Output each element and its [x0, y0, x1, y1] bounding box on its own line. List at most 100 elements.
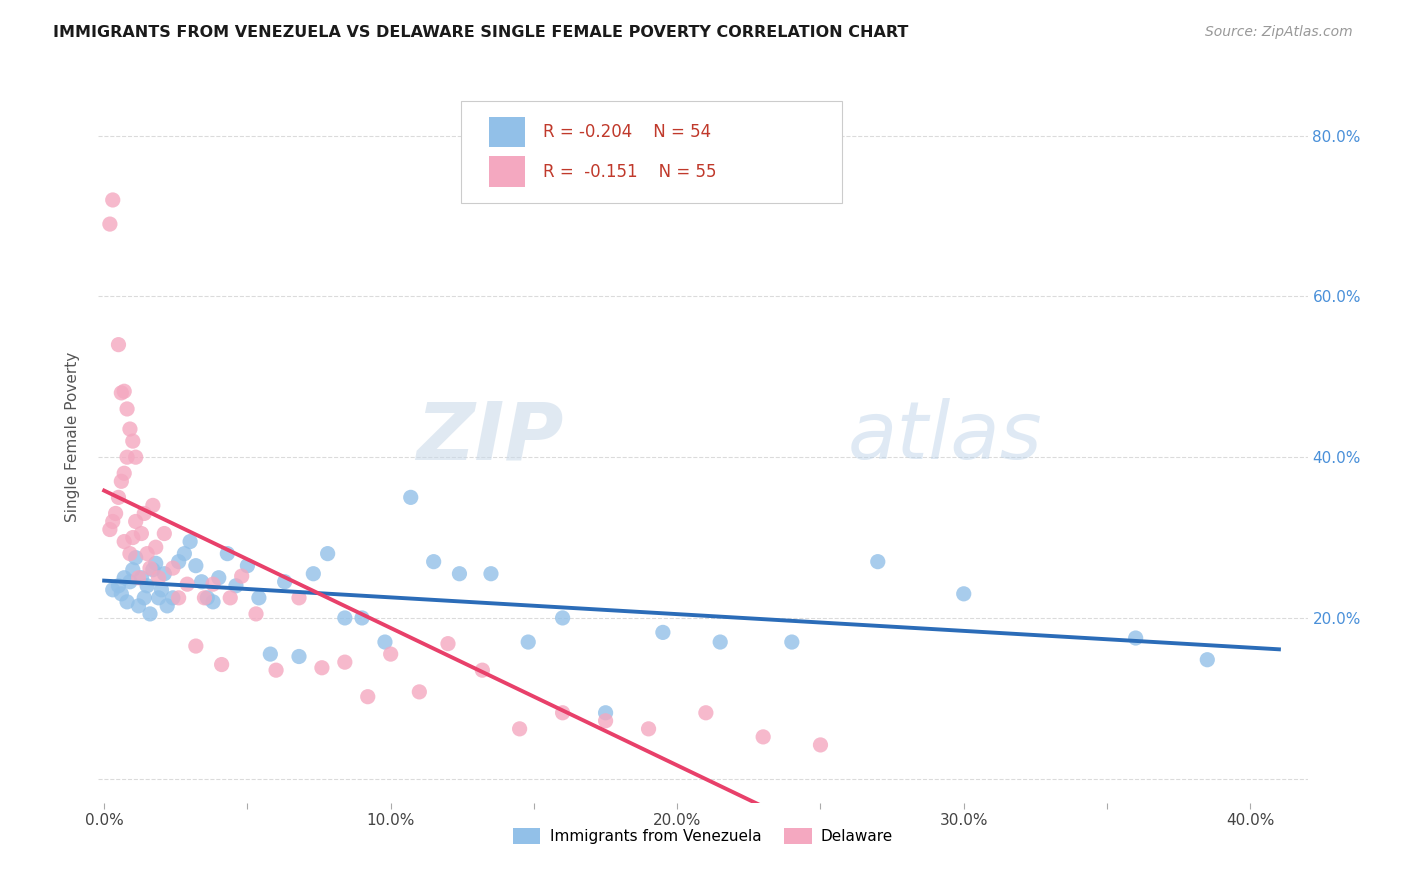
Point — [107, 337, 129, 351]
Point — [162, 561, 184, 575]
Point — [479, 566, 502, 581]
Point — [551, 611, 574, 625]
Point — [128, 571, 150, 585]
Point — [202, 595, 225, 609]
Point — [247, 591, 270, 605]
Point — [179, 534, 201, 549]
Point — [156, 599, 179, 613]
Point — [131, 571, 153, 585]
Point — [311, 661, 333, 675]
FancyBboxPatch shape — [489, 117, 526, 147]
Point — [509, 722, 531, 736]
Point — [162, 591, 184, 605]
Point — [184, 558, 207, 573]
Point — [273, 574, 295, 589]
Point — [124, 515, 146, 529]
Point — [153, 566, 176, 581]
Point — [408, 685, 430, 699]
Point — [101, 515, 124, 529]
Text: R =  -0.151    N = 55: R = -0.151 N = 55 — [543, 162, 717, 180]
Point — [217, 547, 239, 561]
Point — [124, 450, 146, 465]
Point — [112, 534, 135, 549]
Text: ZIP: ZIP — [416, 398, 564, 476]
Point — [245, 607, 267, 621]
Point — [150, 582, 173, 597]
Point — [399, 491, 422, 505]
Point — [595, 706, 617, 720]
Point — [302, 566, 325, 581]
Point — [752, 730, 775, 744]
Point — [110, 475, 132, 489]
Point — [780, 635, 803, 649]
FancyBboxPatch shape — [489, 156, 526, 187]
Point — [142, 563, 165, 577]
Point — [350, 611, 373, 625]
Point — [173, 547, 195, 561]
Point — [136, 579, 159, 593]
Point — [471, 663, 494, 677]
Point — [167, 555, 190, 569]
Point — [110, 587, 132, 601]
Point — [517, 635, 540, 649]
Point — [148, 591, 170, 605]
Point — [374, 635, 396, 649]
Point — [637, 722, 659, 736]
Point — [121, 531, 143, 545]
Point — [208, 571, 231, 585]
Point — [115, 450, 138, 465]
Point — [190, 574, 212, 589]
Point — [651, 625, 673, 640]
Point — [121, 434, 143, 449]
Point — [219, 591, 242, 605]
Point — [121, 563, 143, 577]
Point — [167, 591, 190, 605]
Point — [202, 577, 225, 591]
Point — [139, 607, 162, 621]
Point — [866, 555, 889, 569]
Point — [148, 571, 170, 585]
Point — [110, 385, 132, 400]
Point — [1197, 653, 1219, 667]
Point — [107, 491, 129, 505]
Point — [124, 550, 146, 565]
Y-axis label: Single Female Poverty: Single Female Poverty — [65, 352, 80, 522]
Point — [145, 556, 167, 570]
Point — [118, 422, 141, 436]
Point — [101, 582, 124, 597]
Point — [357, 690, 380, 704]
Point — [176, 577, 198, 591]
Point — [134, 591, 156, 605]
Point — [139, 561, 162, 575]
Point — [131, 526, 153, 541]
Point — [128, 599, 150, 613]
Point — [316, 547, 339, 561]
Point — [112, 571, 135, 585]
Point — [449, 566, 471, 581]
Point — [153, 526, 176, 541]
Point — [225, 579, 247, 593]
Point — [952, 587, 974, 601]
Point — [264, 663, 287, 677]
Text: atlas: atlas — [848, 398, 1043, 476]
Text: Source: ZipAtlas.com: Source: ZipAtlas.com — [1205, 25, 1353, 39]
Point — [115, 595, 138, 609]
Point — [1125, 631, 1147, 645]
Legend: Immigrants from Venezuela, Delaware: Immigrants from Venezuela, Delaware — [506, 822, 900, 850]
Point — [551, 706, 574, 720]
Point — [104, 507, 127, 521]
Point — [107, 579, 129, 593]
Point — [193, 591, 215, 605]
Point — [810, 738, 832, 752]
Point — [145, 540, 167, 554]
Point — [259, 647, 281, 661]
Point — [709, 635, 731, 649]
Point — [112, 467, 135, 481]
Point — [236, 558, 259, 573]
Point — [184, 639, 207, 653]
Point — [422, 555, 444, 569]
Point — [288, 649, 311, 664]
Point — [288, 591, 311, 605]
FancyBboxPatch shape — [461, 101, 842, 203]
Point — [98, 217, 121, 231]
